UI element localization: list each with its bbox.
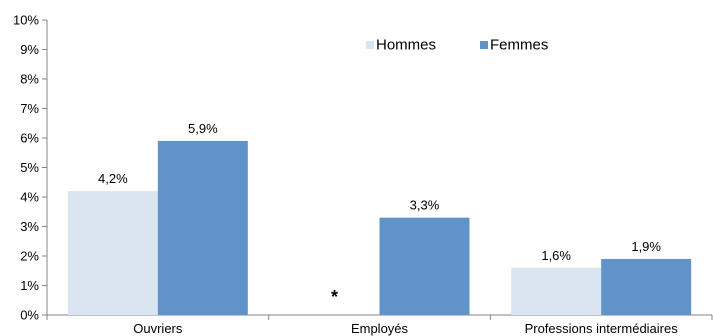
y-tick-label: 7% (20, 101, 39, 116)
x-category-label: Employés (351, 321, 409, 336)
bar-hommes-0 (67, 191, 158, 315)
y-tick-label: 0% (20, 308, 39, 323)
bar-femmes-1 (379, 217, 470, 315)
y-tick-label: 6% (20, 131, 39, 146)
data-labels: 4,2% * 1,6% 5,9% 3,3% 1,9% (98, 121, 661, 307)
data-label: 4,2% (98, 171, 128, 186)
y-tick-label: 2% (20, 249, 39, 264)
bar-femmes-0 (157, 140, 248, 315)
x-axis: Ouvriers Employés Professions intermédiair… (46, 314, 713, 336)
legend-label-hommes: Hommes (376, 37, 436, 54)
y-tick-label: 5% (20, 160, 39, 175)
y-tick-label: 9% (20, 42, 39, 57)
legend-swatch-femmes (480, 41, 488, 49)
y-tick-label: 8% (20, 72, 39, 87)
bar-hommes-2 (511, 267, 602, 315)
y-tick-label: 10% (13, 13, 39, 28)
legend: Hommes Femmes (366, 37, 548, 54)
missing-value-marker: * (331, 287, 338, 307)
x-category-label: Professions intermédiaires (525, 321, 679, 336)
legend-label-femmes: Femmes (490, 37, 548, 54)
data-label: 5,9% (188, 121, 218, 136)
data-label: 1,9% (631, 239, 661, 254)
data-label: 3,3% (410, 198, 440, 213)
y-tick-label: 3% (20, 219, 39, 234)
data-label: 1,6% (541, 248, 571, 263)
y-tick-label: 4% (20, 190, 39, 205)
bar-femmes-2 (601, 258, 692, 315)
x-category-label: Ouvriers (133, 321, 183, 336)
legend-swatch-hommes (366, 41, 374, 49)
bars (67, 140, 692, 315)
y-axis: 0% 1% 2% 3% 4% 5% 6% 7% 8% 9% 10% (13, 13, 48, 323)
y-tick-label: 1% (20, 278, 39, 293)
